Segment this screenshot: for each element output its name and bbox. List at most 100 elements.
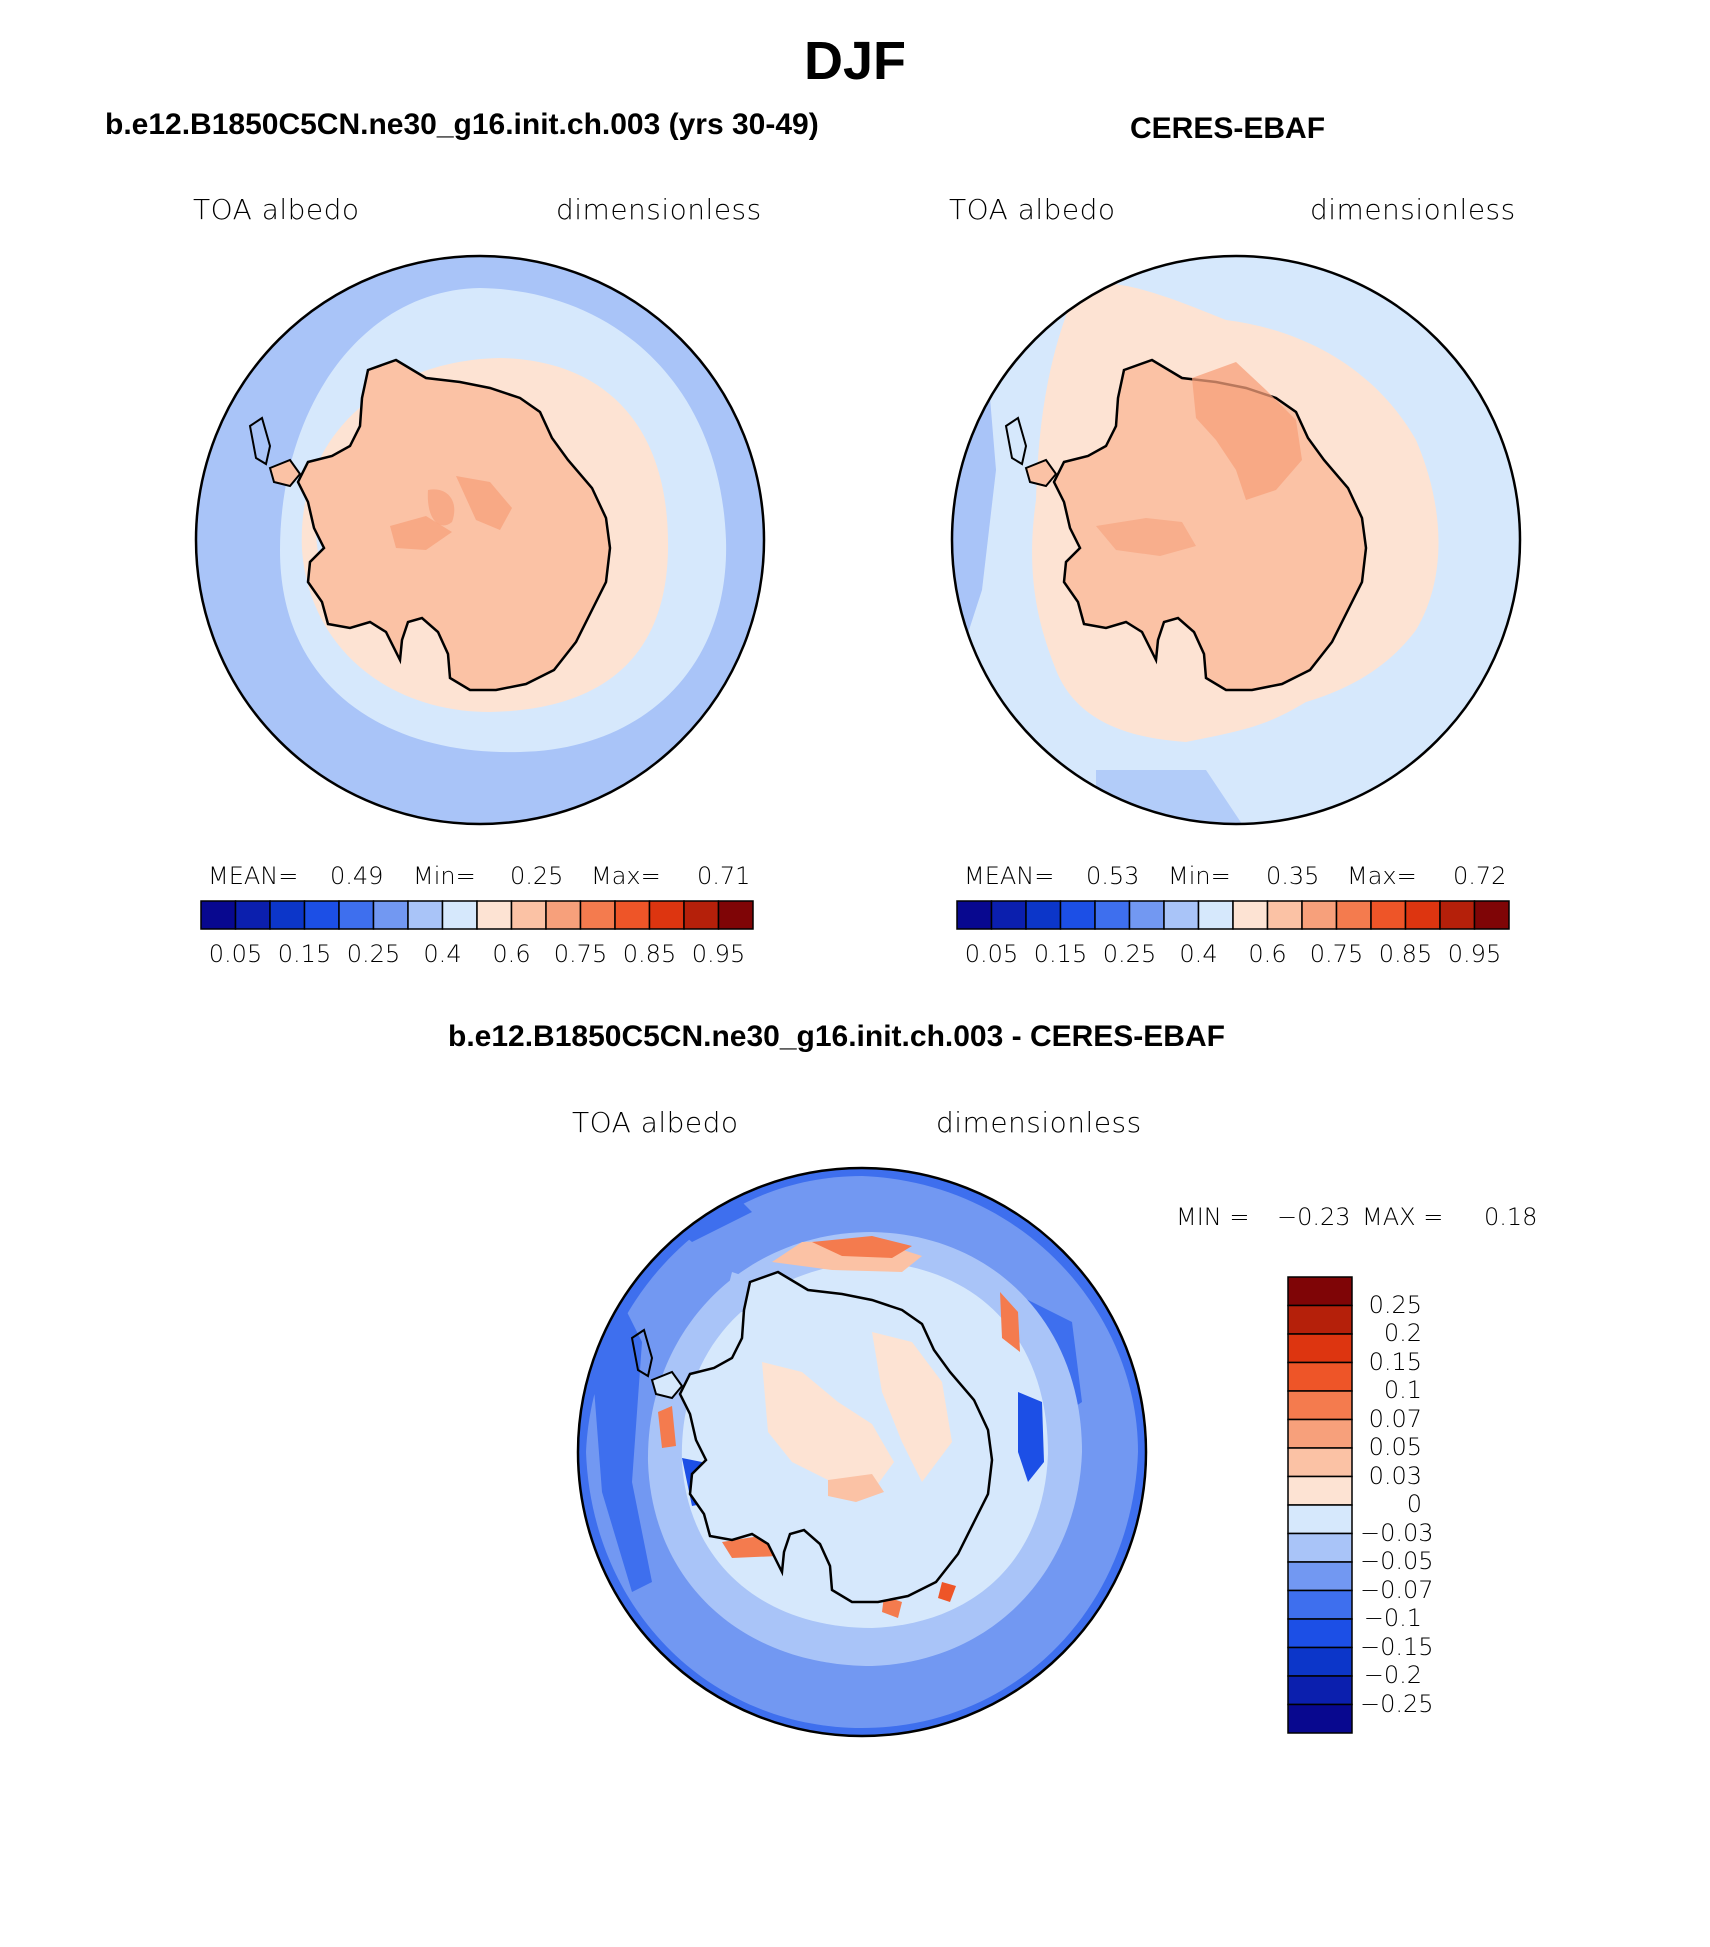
model-polar-map [194, 254, 766, 826]
obs-colorbar-box [1094, 900, 1131, 930]
model-colorbar-box [510, 900, 547, 930]
diff-colorbar-label: 0.2 [1383, 1319, 1422, 1347]
model-colorbar-tick-label: 0.85 [622, 940, 677, 968]
diff-colorbar-box [1287, 1447, 1353, 1478]
obs-colorbar-box [1025, 900, 1062, 930]
model-colorbar-box [372, 900, 409, 930]
model-colorbar-box [648, 900, 685, 930]
model-colorbar-box [717, 900, 754, 930]
model-colorbar-box [683, 900, 720, 930]
diff-colorbar [1287, 1276, 1353, 1734]
obs-colorbar-tick-label: 0.4 [1179, 940, 1218, 968]
model-panel-title: b.e12.B1850C5CN.ne30_g16.init.ch.003 (yr… [105, 108, 819, 141]
diff-variable-label: TOA albedo [572, 1106, 739, 1139]
model-colorbar-box [441, 900, 478, 930]
diff-colorbar-label: 0 [1406, 1490, 1422, 1518]
obs-colorbar-tick-label: 0.85 [1378, 940, 1433, 968]
diff-colorbar-label: −0.25 [1360, 1689, 1434, 1718]
diff-colorbar-box [1287, 1390, 1353, 1421]
obs-colorbar-tick-label: 0.6 [1248, 940, 1287, 968]
obs-colorbar-ticks: 0.05 0.15 0.25 0.4 0.6 0.75 0.85 0.95 [956, 940, 1510, 970]
obs-colorbar-tick-label: 0.15 [1033, 940, 1088, 968]
main-title: DJF [803, 31, 906, 91]
diff-min-value: −0.23 [1277, 1203, 1351, 1231]
model-colorbar-tick-label: 0.25 [346, 940, 401, 968]
diff-colorbar-label: 0.07 [1368, 1404, 1422, 1433]
obs-colorbar-box [1059, 900, 1096, 930]
diff-colorbar-box [1287, 1276, 1353, 1307]
diff-max-label: MAX = [1362, 1203, 1444, 1231]
diff-colorbar-label: −0.15 [1360, 1632, 1434, 1661]
obs-mean-label: MEAN= [964, 862, 1055, 890]
obs-max-label: Max= [1347, 862, 1417, 890]
model-colorbar-box [614, 900, 651, 930]
diff-colorbar-label: 0.05 [1368, 1433, 1422, 1461]
obs-colorbar-box [1370, 900, 1407, 930]
diff-colorbar-box [1287, 1646, 1353, 1677]
model-colorbar-tick-label: 0.75 [553, 940, 608, 968]
diff-polar-map [576, 1166, 1148, 1738]
obs-colorbar-box [1163, 900, 1200, 930]
obs-colorbar-box [1266, 900, 1303, 930]
model-colorbar-ticks: 0.05 0.15 0.25 0.4 0.6 0.75 0.85 0.95 [200, 940, 754, 970]
model-colorbar-box [269, 900, 306, 930]
model-colorbar-tick-label: 0.6 [492, 940, 531, 968]
diff-min-label: MIN = [1176, 1203, 1250, 1231]
diff-colorbar-box [1287, 1418, 1353, 1449]
obs-colorbar [956, 900, 1510, 930]
model-colorbar-tick-label: 0.95 [691, 940, 746, 968]
diff-colorbar-label: 0.1 [1383, 1376, 1422, 1404]
obs-colorbar-tick-label: 0.95 [1447, 940, 1502, 968]
diff-colorbar-label: −0.2 [1363, 1661, 1422, 1689]
obs-colorbar-box [1128, 900, 1165, 930]
diff-colorbar-label: −0.03 [1360, 1518, 1434, 1547]
diff-colorbar-label: 0.03 [1368, 1461, 1422, 1490]
model-mean-value: 0.49 [330, 862, 384, 890]
model-colorbar-tick-label: 0.15 [277, 940, 332, 968]
model-variable-label: TOA albedo [193, 193, 360, 226]
model-colorbar-box [579, 900, 616, 930]
model-colorbar-box [234, 900, 271, 930]
model-min-value: 0.25 [510, 862, 564, 890]
model-colorbar-box [303, 900, 340, 930]
model-units-label: dimensionless [556, 193, 762, 226]
diff-colorbar-box [1287, 1361, 1353, 1392]
obs-colorbar-box [1197, 900, 1234, 930]
model-min-label: Min= [413, 862, 476, 890]
diff-colorbar-label: 0.25 [1368, 1290, 1422, 1319]
model-colorbar-box [545, 900, 582, 930]
diff-colorbar-label: −0.05 [1360, 1547, 1434, 1575]
diff-colorbar-box [1287, 1304, 1353, 1335]
diff-colorbar-box [1287, 1475, 1353, 1506]
obs-colorbar-box [956, 900, 993, 930]
obs-mean-value: 0.53 [1086, 862, 1140, 890]
obs-colorbar-tick-label: 0.05 [964, 940, 1019, 968]
model-colorbar-box [476, 900, 513, 930]
obs-colorbar-box [990, 900, 1027, 930]
model-max-label: Max= [591, 862, 661, 890]
obs-units-label: dimensionless [1310, 193, 1516, 226]
obs-variable-label: TOA albedo [949, 193, 1116, 226]
diff-colorbar-box [1287, 1504, 1353, 1535]
obs-colorbar-box [1335, 900, 1372, 930]
obs-min-label: Min= [1168, 862, 1231, 890]
diff-colorbar-box [1287, 1703, 1353, 1734]
diff-panel-title: b.e12.B1850C5CN.ne30_g16.init.ch.003 - C… [448, 1020, 1225, 1053]
obs-panel-title: CERES-EBAF [1130, 112, 1326, 145]
diff-colorbar-box [1287, 1589, 1353, 1620]
diff-colorbar-label: −0.1 [1363, 1604, 1422, 1632]
obs-min-value: 0.35 [1266, 862, 1320, 890]
obs-max-value: 0.72 [1453, 862, 1507, 890]
model-colorbar-tick-label: 0.05 [208, 940, 263, 968]
model-max-value: 0.71 [697, 862, 751, 890]
diff-units-label: dimensionless [936, 1106, 1142, 1139]
diff-colorbar-box [1287, 1532, 1353, 1563]
obs-colorbar-box [1439, 900, 1476, 930]
obs-colorbar-tick-label: 0.75 [1309, 940, 1364, 968]
diff-colorbar-label: −0.07 [1360, 1575, 1434, 1604]
model-colorbar-box [407, 900, 444, 930]
diff-colorbar-box [1287, 1561, 1353, 1592]
diff-colorbar-box [1287, 1618, 1353, 1649]
model-colorbar-box [338, 900, 375, 930]
diff-colorbar-box [1287, 1333, 1353, 1364]
